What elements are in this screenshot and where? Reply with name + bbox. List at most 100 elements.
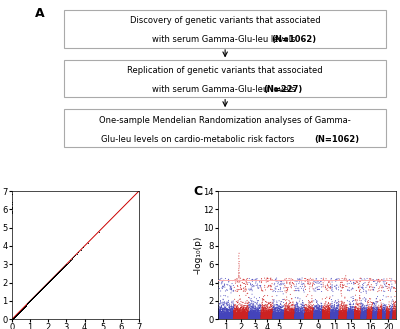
Point — [233, 313, 240, 318]
Point — [14, 311, 20, 316]
Point — [21, 305, 27, 310]
Point — [11, 314, 18, 319]
Point — [279, 313, 286, 318]
Point — [332, 298, 339, 303]
Point — [384, 314, 391, 319]
Point — [10, 315, 17, 320]
Point — [9, 316, 15, 322]
Point — [17, 309, 23, 314]
Point — [9, 316, 15, 322]
Point — [10, 316, 16, 321]
Point — [250, 316, 256, 321]
Point — [289, 315, 296, 320]
Point — [379, 316, 386, 321]
Point — [9, 316, 15, 322]
Point — [274, 312, 281, 317]
Point — [309, 311, 315, 316]
Point — [9, 316, 15, 322]
Point — [286, 315, 293, 320]
Point — [283, 316, 289, 321]
Point — [253, 316, 259, 321]
Point — [25, 300, 32, 305]
Point — [328, 314, 334, 319]
Point — [311, 312, 318, 317]
Point — [247, 314, 253, 319]
Point — [9, 316, 16, 321]
Point — [377, 316, 384, 321]
Point — [9, 316, 16, 321]
Point — [216, 315, 222, 320]
Point — [9, 316, 15, 322]
Point — [18, 307, 25, 312]
Point — [243, 315, 250, 320]
Point — [337, 312, 343, 317]
Point — [31, 294, 37, 300]
Point — [362, 314, 368, 319]
Point — [245, 311, 252, 316]
Point — [17, 308, 24, 313]
Point — [12, 314, 18, 319]
Point — [12, 314, 18, 319]
Point — [308, 316, 314, 321]
Point — [380, 313, 387, 318]
Point — [352, 308, 359, 314]
Point — [289, 315, 295, 320]
Point — [11, 315, 17, 320]
Point — [242, 315, 248, 320]
Point — [249, 315, 255, 320]
Point — [9, 316, 15, 322]
Point — [240, 316, 246, 321]
Point — [16, 309, 22, 315]
Point — [15, 311, 21, 316]
Point — [335, 316, 341, 321]
Point — [264, 313, 270, 318]
Point — [226, 316, 232, 321]
Point — [13, 313, 19, 318]
Point — [9, 316, 15, 322]
Point — [9, 316, 15, 322]
Point — [243, 315, 249, 320]
Point — [9, 316, 15, 322]
Point — [31, 294, 37, 300]
Point — [278, 282, 285, 287]
Point — [12, 313, 19, 318]
Point — [12, 313, 18, 318]
Point — [36, 289, 43, 294]
Point — [351, 307, 358, 313]
Point — [245, 316, 251, 321]
Point — [311, 316, 318, 321]
Point — [353, 314, 359, 319]
Point — [16, 309, 22, 315]
Point — [14, 311, 21, 316]
Point — [302, 316, 309, 322]
Point — [216, 313, 223, 318]
Point — [275, 313, 281, 318]
Point — [15, 310, 22, 315]
Point — [11, 315, 17, 320]
Point — [313, 310, 320, 316]
Point — [383, 315, 390, 320]
Point — [10, 315, 17, 320]
Point — [244, 315, 250, 320]
Point — [18, 307, 25, 312]
Point — [349, 307, 356, 313]
Point — [14, 311, 20, 316]
Point — [12, 313, 19, 318]
Point — [11, 315, 17, 320]
Point — [298, 305, 304, 311]
Point — [9, 316, 15, 322]
Point — [12, 313, 18, 318]
Point — [244, 315, 251, 320]
Point — [239, 311, 246, 316]
Point — [16, 310, 22, 315]
Point — [36, 289, 43, 294]
Point — [346, 316, 353, 321]
Point — [386, 316, 392, 321]
Point — [287, 314, 293, 319]
Point — [234, 314, 240, 319]
Point — [18, 307, 24, 313]
Point — [9, 316, 15, 322]
Point — [321, 316, 328, 321]
Point — [13, 312, 20, 317]
Point — [12, 313, 19, 318]
